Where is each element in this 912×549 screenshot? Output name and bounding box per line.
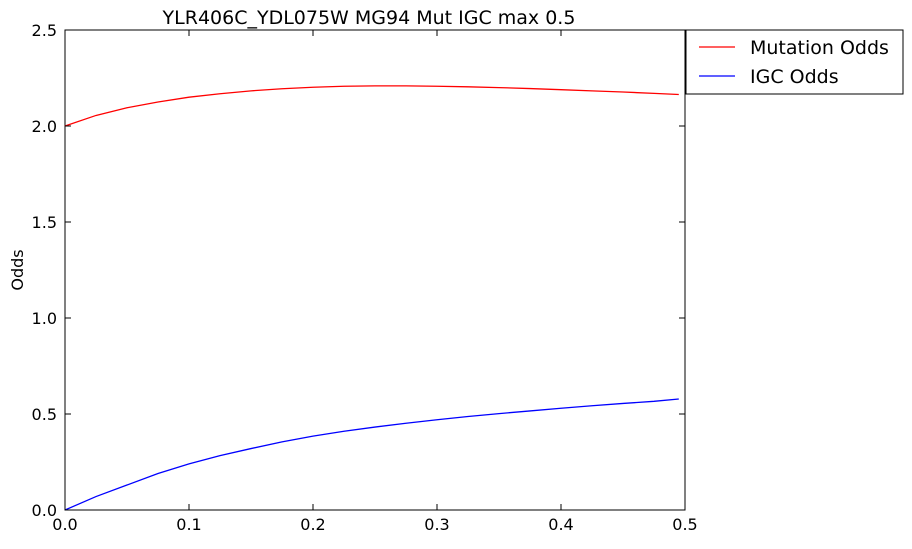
series-line-mutation-odds <box>64 85 679 127</box>
x-tick-label: 0.4 <box>548 515 573 534</box>
y-tick-label: 1.0 <box>32 309 57 328</box>
series-layer <box>64 85 679 511</box>
plot-frame <box>64 29 686 511</box>
y-tick-label: 2.5 <box>32 21 57 40</box>
legend: Mutation Odds IGC Odds <box>685 29 904 95</box>
x-tick-label: 0.0 <box>52 515 77 534</box>
legend-label-igc-odds: IGC Odds <box>750 66 839 88</box>
x-tick-label: 0.3 <box>424 515 449 534</box>
legend-label-mutation-odds: Mutation Odds <box>750 37 889 59</box>
y-tick-label: 1.5 <box>32 213 57 232</box>
chart-title: YLR406C_YDL075W MG94 Mut IGC max 0.5 <box>162 7 576 29</box>
x-tick-label: 0.5 <box>672 515 697 534</box>
y-tick-label: 0.5 <box>32 405 57 424</box>
legend-box <box>685 29 904 95</box>
series-line-igc-odds <box>64 398 679 511</box>
x-tick-label: 0.1 <box>176 515 201 534</box>
y-tick-label: 2.0 <box>32 117 57 136</box>
y-axis-label: Odds <box>8 249 27 290</box>
tick-layer: 0.0 0.1 0.2 0.3 0.4 0.5 0.0 0.5 1.0 1.5 2.0 2.5 <box>32 21 698 534</box>
y-tick-label: 0.0 <box>32 501 57 520</box>
x-tick-label: 0.2 <box>300 515 325 534</box>
